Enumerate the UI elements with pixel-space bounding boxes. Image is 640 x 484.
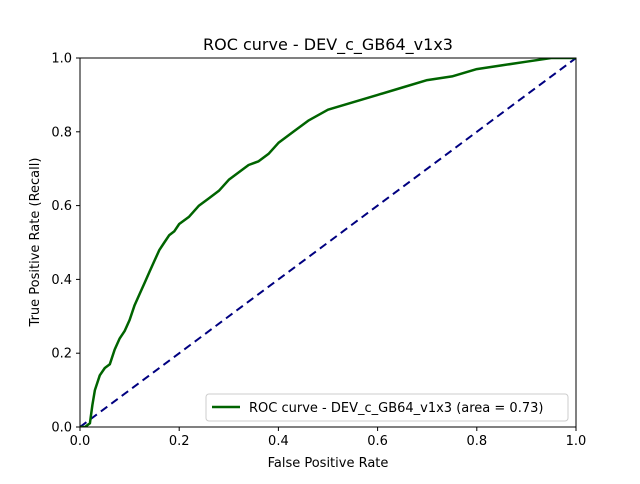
- plot-frame: [79, 57, 577, 428]
- y-axis: 0.0 0.2 0.4 0.6 0.8 1.0: [51, 52, 80, 436]
- x-axis: 0.0 0.2 0.4 0.6 0.8 1.0: [70, 427, 587, 449]
- legend-box: [205, 393, 569, 422]
- x-tick-label: 0.2: [169, 434, 190, 449]
- roc-curve-line: [80, 58, 576, 427]
- plot-area: [80, 58, 576, 427]
- x-axis-label: False Positive Rate: [268, 456, 389, 471]
- y-tick-label: 0.2: [51, 347, 72, 362]
- legend: ROC curve - DEV_c_GB64_v1x3 (area = 0.73…: [205, 393, 569, 422]
- x-tick-label: 0.8: [466, 434, 487, 449]
- x-tick-label: 1.0: [566, 434, 587, 449]
- y-tick-label: 0.8: [51, 125, 72, 140]
- x-tick-label: 0.4: [268, 434, 289, 449]
- x-tick-label: 0.0: [70, 434, 91, 449]
- y-axis-label: True Positive Rate (Recall): [28, 158, 43, 328]
- y-tick-label: 0.6: [51, 199, 72, 214]
- chart-title: ROC curve - DEV_c_GB64_v1x3: [203, 35, 453, 55]
- y-tick-label: 0.4: [51, 273, 72, 288]
- x-tick-label: 0.6: [367, 434, 388, 449]
- y-tick-label: 1.0: [51, 52, 72, 67]
- legend-label-roc: ROC curve - DEV_c_GB64_v1x3 (area = 0.73…: [249, 401, 543, 416]
- y-tick-label: 0.0: [51, 421, 72, 436]
